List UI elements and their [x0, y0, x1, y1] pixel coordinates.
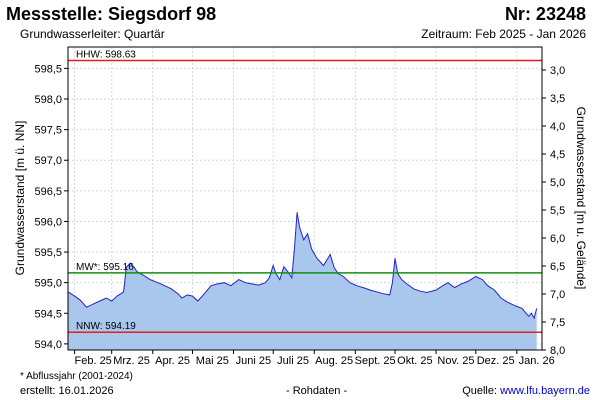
y-tick-label: 598,5: [34, 63, 62, 75]
aquifer-label: Grundwasserleiter: Quartär: [20, 27, 165, 41]
x-tick-label: Juni 25: [236, 355, 271, 367]
y2-tick-label: 4,0: [550, 121, 565, 133]
x-tick-label: Juli 25: [277, 355, 309, 367]
y2-axis-title: Grundwasserstand [m u. Gelände]: [574, 107, 588, 290]
created-date: erstellt: 16.01.2026: [20, 385, 114, 397]
x-tick-label: Jan. 26: [519, 355, 555, 367]
y2-tick-label: 6,5: [550, 261, 565, 273]
station-number: Nr: 23248: [504, 4, 586, 24]
y-tick-label: 595,5: [34, 247, 62, 259]
period-label: Zeitraum: Feb 2025 - Jan 2026: [421, 27, 586, 41]
hhw-label: HHW: 598.63: [76, 49, 136, 60]
x-tick-label: Sept. 25: [355, 355, 396, 367]
y-axis-title: Grundwasserstand [m ü. NN]: [13, 121, 27, 276]
x-tick-label: Apr. 25: [155, 355, 190, 367]
source: Quelle: www.lfu.bayern.de: [462, 385, 590, 397]
x-tick-label: Nov. 25: [437, 355, 474, 367]
x-tick-label: Okt. 25: [397, 355, 432, 367]
raw-data-note: - Rohdaten -: [286, 385, 348, 397]
y-tick-label: 597,0: [34, 155, 62, 167]
mw-label: MW*: 595.16: [76, 262, 134, 273]
y2-tick-label: 4,5: [550, 149, 565, 161]
y-tick-label: 594,0: [34, 339, 62, 351]
y-tick-label: 596,0: [34, 216, 62, 228]
nnw-label: NNW: 594.19: [76, 321, 136, 332]
y-tick-label: 595,0: [34, 278, 62, 290]
y2-tick-label: 6,0: [550, 233, 565, 245]
source-link[interactable]: www.lfu.bayern.de: [500, 385, 590, 397]
source-prefix: Quelle:: [462, 385, 501, 397]
y-tick-label: 597,5: [34, 125, 62, 137]
x-tick-label: Aug. 25: [315, 355, 353, 367]
y2-tick-label: 5,5: [550, 205, 565, 217]
groundwater-area: [68, 212, 537, 350]
y2-tick-label: 8,0: [550, 345, 565, 357]
y2-tick-label: 7,5: [550, 317, 565, 329]
y2-tick-label: 3,5: [550, 93, 565, 105]
footnote: * Abflussjahr (2001-2024): [20, 371, 133, 382]
chart-title: Messstelle: Siegsdorf 98: [6, 4, 217, 24]
x-tick-label: Mrz. 25: [113, 355, 150, 367]
y-tick-label: 594,5: [34, 308, 62, 320]
y-tick-label: 596,5: [34, 186, 62, 198]
x-tick-label: Dez. 25: [477, 355, 515, 367]
y-tick-label: 598,0: [34, 94, 62, 106]
y2-tick-label: 5,0: [550, 177, 565, 189]
x-tick-label: Feb. 25: [75, 355, 112, 367]
plot-frame: [67, 46, 543, 351]
x-tick-label: Mai 25: [196, 355, 229, 367]
y2-tick-label: 7,0: [550, 289, 565, 301]
y2-tick-label: 3,0: [550, 65, 565, 77]
